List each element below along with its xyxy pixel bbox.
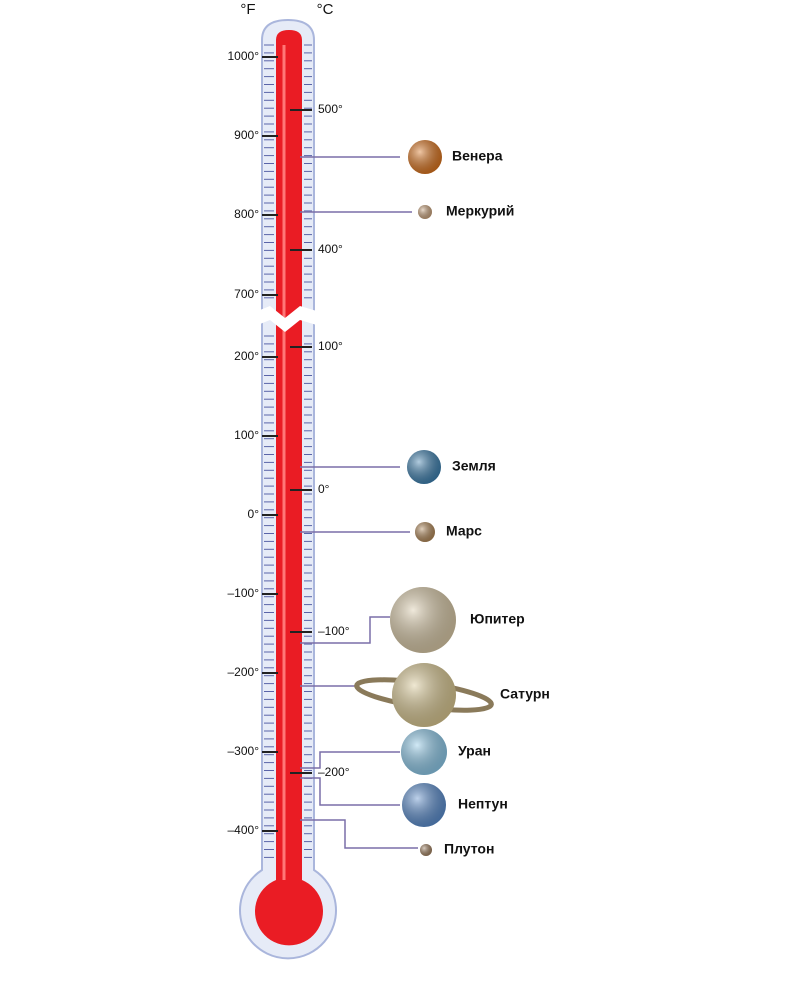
celsius-tick-label: –200° (318, 765, 350, 779)
planet-shade (420, 844, 432, 856)
planet-shade (390, 587, 456, 653)
planet-label: Сатурн (500, 686, 550, 702)
planet-label: Уран (458, 743, 491, 759)
connector (300, 777, 400, 806)
celsius-tick-label: 100° (318, 339, 343, 353)
fahrenheit-tick-label: 900° (234, 128, 259, 142)
planet-label: Нептун (458, 796, 508, 812)
mercury-column (255, 30, 323, 946)
planet-shade (415, 522, 435, 542)
fahrenheit-tick-label: 100° (234, 428, 259, 442)
celsius-tick-label: –100° (318, 624, 350, 638)
planet-label: Марс (446, 523, 482, 539)
connector (300, 751, 400, 769)
fahrenheit-tick-label: 1000° (228, 49, 260, 63)
fahrenheit-tick-label: –300° (228, 744, 260, 758)
celsius-tick-label: 500° (318, 102, 343, 116)
celsius-tick-label: 0° (318, 482, 330, 496)
fahrenheit-unit: °F (240, 1, 255, 18)
planet-shade (418, 205, 432, 219)
scale-break (255, 306, 320, 332)
planet-shade (408, 140, 442, 174)
planet-label: Земля (452, 458, 496, 474)
fahrenheit-tick-label: 0° (248, 507, 260, 521)
fahrenheit-tick-label: 700° (234, 287, 259, 301)
connector (300, 819, 418, 849)
fahrenheit-tick-label: 200° (234, 349, 259, 363)
planet-shade (401, 729, 447, 775)
fahrenheit-tick-label: –100° (228, 586, 260, 600)
connector (300, 616, 390, 644)
fahrenheit-tick-label: –200° (228, 665, 260, 679)
celsius-unit: °C (317, 1, 334, 18)
planet-shade (392, 663, 456, 727)
planet-label: Меркурий (446, 203, 514, 219)
planet-label: Венера (452, 148, 503, 164)
celsius-tick-label: 400° (318, 242, 343, 256)
planet-shade (407, 450, 441, 484)
fahrenheit-tick-label: –400° (228, 823, 260, 837)
planet-label: Юпитер (470, 611, 525, 627)
fahrenheit-tick-label: 800° (234, 207, 259, 221)
planet-label: Плутон (444, 841, 494, 857)
planet-shade (402, 783, 446, 827)
